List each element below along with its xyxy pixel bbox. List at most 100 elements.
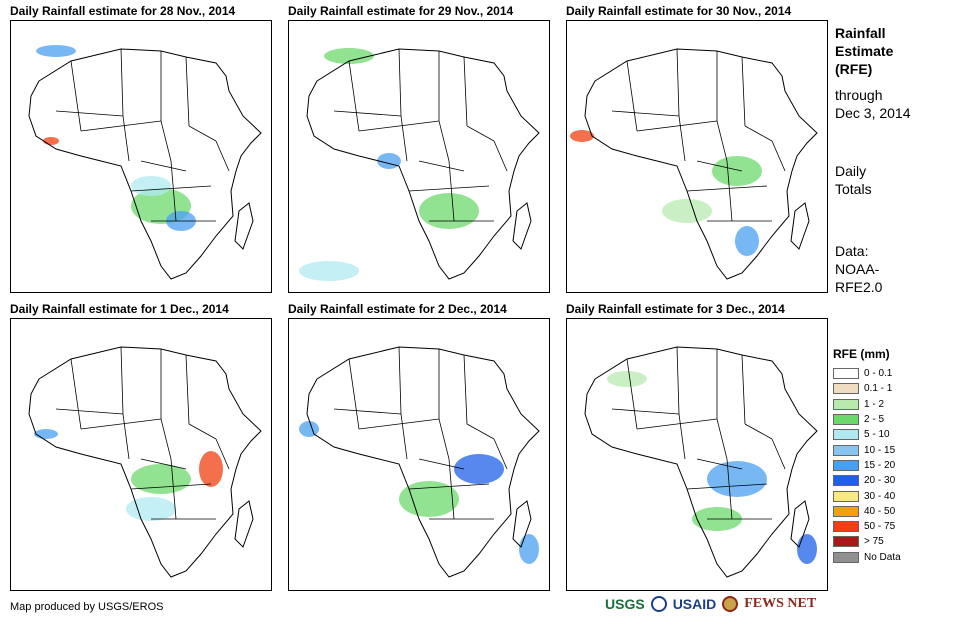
legend-label: 0.1 - 1 xyxy=(864,383,893,395)
legend-swatch xyxy=(833,444,859,456)
country-border xyxy=(358,120,440,132)
country-border xyxy=(348,60,360,132)
country-border xyxy=(741,56,746,127)
legend-swatch xyxy=(833,398,859,410)
country-border xyxy=(676,48,680,117)
country-border xyxy=(696,458,743,470)
legend-label: 10 - 15 xyxy=(864,444,896,456)
country-border xyxy=(400,413,408,460)
legend-label: 0 - 0.1 xyxy=(864,368,893,380)
country-border xyxy=(493,140,508,172)
rainfall-map xyxy=(566,20,828,293)
country-border xyxy=(448,458,455,520)
country-border xyxy=(400,115,408,162)
rainfall-area xyxy=(131,176,171,196)
country-border xyxy=(744,125,773,142)
country-border xyxy=(398,346,402,415)
legend-item: 0 - 0.1 xyxy=(833,366,901,381)
coastline xyxy=(306,48,540,280)
panel-title: Daily Rainfall estimate for 30 Nov., 201… xyxy=(566,4,792,18)
rainfall-area xyxy=(43,137,59,145)
legend-item: 2 - 5 xyxy=(833,412,901,427)
country-border xyxy=(120,346,124,415)
legend-label: 40 - 50 xyxy=(864,505,896,517)
legend-swatch xyxy=(833,383,859,395)
africa-map xyxy=(570,48,818,280)
madagascar-outline xyxy=(512,202,532,250)
country-border xyxy=(333,408,402,415)
rainfall-area xyxy=(712,156,762,186)
rainfall-area xyxy=(707,461,767,497)
legend-label: No Data xyxy=(864,551,901,563)
country-border xyxy=(438,418,450,460)
legend-item: No Data xyxy=(833,550,901,565)
legend-item: 5 - 10 xyxy=(833,427,901,442)
country-border xyxy=(418,458,465,470)
legend-item: 1 - 2 xyxy=(833,397,901,412)
country-border xyxy=(70,358,82,430)
country-border xyxy=(70,60,82,132)
legend-label: 2 - 5 xyxy=(864,414,885,426)
rainfall-area xyxy=(34,429,58,439)
country-border xyxy=(80,418,162,430)
country-border xyxy=(466,125,495,142)
legend-swatch xyxy=(833,475,859,487)
legend-item: 10 - 15 xyxy=(833,442,901,457)
country-border xyxy=(493,438,508,470)
panel-title: Daily Rainfall estimate for 1 Dec., 2014 xyxy=(10,302,229,316)
country-border xyxy=(438,120,450,162)
country-border xyxy=(122,413,130,460)
panel-title: Daily Rainfall estimate for 28 Nov., 201… xyxy=(10,4,236,18)
country-border xyxy=(358,418,440,430)
through-date: through Dec 3, 2014 xyxy=(835,87,911,121)
rainfall-area xyxy=(324,48,374,64)
coastline xyxy=(306,346,540,578)
panel-title: Daily Rainfall estimate for 3 Dec., 2014 xyxy=(566,302,785,316)
country-border xyxy=(55,408,124,415)
country-border xyxy=(771,140,786,172)
country-border xyxy=(676,346,680,415)
legend-label: 50 - 75 xyxy=(864,521,896,533)
rainfall-area xyxy=(519,534,539,564)
coastline xyxy=(28,346,262,578)
country-border xyxy=(140,160,187,172)
country-border xyxy=(611,408,680,415)
country-border xyxy=(185,354,190,425)
country-border xyxy=(678,413,686,460)
madagascar-outline xyxy=(512,500,532,548)
usgs-logo: USGS xyxy=(605,596,645,612)
rainfall-area xyxy=(299,261,359,281)
country-border xyxy=(130,483,212,490)
legend-swatch xyxy=(833,414,859,426)
country-border xyxy=(80,120,162,132)
rainfall-area xyxy=(607,371,647,387)
legend-title: RFE (mm) xyxy=(833,347,890,361)
legend-item: 30 - 40 xyxy=(833,488,901,503)
africa-map xyxy=(299,346,540,578)
legend-swatch xyxy=(833,551,859,563)
country-border xyxy=(716,418,728,460)
country-border xyxy=(636,418,718,430)
country-border xyxy=(686,483,768,490)
legend-label: 30 - 40 xyxy=(864,490,896,502)
country-border xyxy=(463,56,468,127)
rainfall-map xyxy=(10,318,272,591)
legend-swatch xyxy=(833,429,859,441)
rainfall-area xyxy=(36,45,76,57)
country-border xyxy=(448,160,455,222)
legend-swatch xyxy=(833,490,859,502)
legend-swatch xyxy=(833,521,859,533)
rainfall-area xyxy=(570,130,594,142)
country-border xyxy=(55,110,124,117)
panel-title: Daily Rainfall estimate for 29 Nov., 201… xyxy=(288,4,514,18)
panel-title: Daily Rainfall estimate for 2 Dec., 2014 xyxy=(288,302,507,316)
usaid-seal-icon xyxy=(650,596,667,612)
legend-label: 5 - 10 xyxy=(864,429,890,441)
country-border xyxy=(626,60,638,132)
legend-item: 40 - 50 xyxy=(833,504,901,519)
country-border xyxy=(678,115,686,162)
rainfall-area xyxy=(797,534,817,564)
country-border xyxy=(744,423,773,440)
daily-totals: Daily Totals xyxy=(835,163,872,197)
legend-label: 1 - 2 xyxy=(864,398,885,410)
